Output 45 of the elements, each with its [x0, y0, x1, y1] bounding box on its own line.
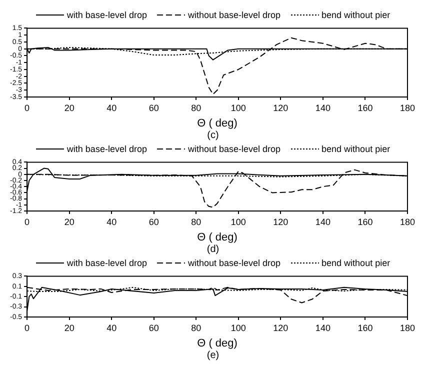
x-tick-label: 40: [106, 322, 117, 333]
legend-label: without base-level drop: [188, 143, 281, 155]
x-tick-label: 140: [315, 216, 330, 227]
text: (e): [206, 350, 220, 362]
x-tick-label: 160: [358, 102, 373, 113]
x-axis-title: Θ ( deg): [197, 337, 238, 350]
x-tick-label: 80: [191, 102, 202, 113]
x-tick-label: 120: [273, 322, 288, 333]
x-tick-label: 180: [400, 102, 416, 113]
x-axis-title: Θ ( deg): [197, 117, 238, 130]
x-tick-label: 120: [273, 102, 288, 113]
x-tick-label: 100: [230, 102, 246, 113]
x-tick-label: 140: [315, 322, 330, 333]
legend-label: bend without pier: [322, 9, 390, 21]
x-tick-label: 160: [358, 216, 373, 227]
x-tick-label: 80: [191, 322, 202, 333]
x-tick-label: 120: [273, 216, 288, 227]
legend-label: without base-level drop: [188, 9, 281, 21]
x-axis-title: Θ ( deg): [197, 231, 238, 244]
x-tick-label: 60: [148, 322, 159, 333]
x-tick-label: 160: [358, 322, 373, 333]
x-tick-label: 80: [191, 216, 202, 227]
x-tick-label: 20: [64, 216, 74, 227]
legend-label: bend without pier: [322, 257, 390, 269]
x-tick-label: 100: [230, 216, 246, 227]
legend-label: without base-level drop: [188, 257, 281, 269]
x-tick-label: 60: [148, 102, 159, 113]
x-tick-label: 60: [148, 216, 159, 227]
x-tick-label: 40: [106, 102, 117, 113]
x-tick-label: 0: [24, 216, 30, 227]
legend-label: with base-level drop: [66, 257, 147, 269]
x-tick-label: 100: [230, 322, 246, 333]
x-tick-label: 40: [106, 216, 117, 227]
text: (c): [206, 130, 220, 142]
legend-label: with base-level drop: [66, 9, 147, 21]
x-tick-label: 20: [64, 322, 74, 333]
x-tick-label: 20: [64, 102, 74, 113]
x-tick-label: 180: [400, 216, 416, 227]
legend-label: bend without pier: [322, 143, 390, 155]
x-tick-label: 0: [24, 102, 30, 113]
text: (d): [206, 244, 220, 256]
x-tick-label: 180: [400, 322, 416, 333]
x-tick-label: 0: [24, 322, 30, 333]
x-tick-label: 140: [315, 102, 330, 113]
legend-label: with base-level drop: [66, 143, 147, 155]
